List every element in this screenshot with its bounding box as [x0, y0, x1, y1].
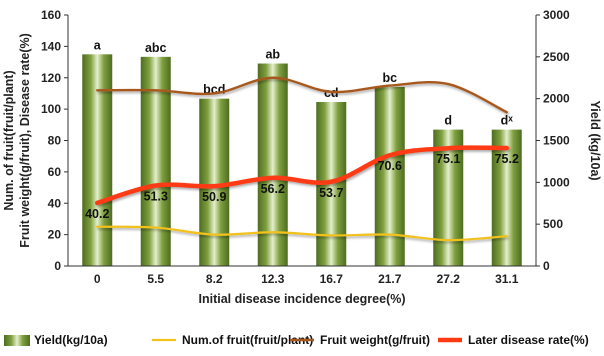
y-tick-label: 20	[48, 228, 62, 242]
significance-label: bc	[382, 71, 397, 85]
yield-bar	[491, 129, 522, 266]
yield-bar	[433, 129, 464, 266]
y-tick-label: 80	[48, 134, 62, 148]
legend-swatch-bar	[4, 335, 30, 346]
significance-label: d	[444, 114, 452, 128]
y-tick-label: 120	[41, 71, 61, 85]
y-tick-label: 40	[48, 196, 62, 210]
x-axis-title: Initial disease incidence degree(%)	[198, 292, 405, 306]
disease-rate-label: 70.6	[378, 159, 402, 173]
x-tick-label: 5.5	[147, 272, 164, 286]
y2-axis-title: Yield (kg/10a)	[588, 100, 602, 180]
yield-bar	[257, 63, 288, 266]
y-tick-label: 60	[48, 165, 62, 179]
y-tick-label: 100	[41, 102, 61, 116]
y2-tick-label: 1000	[543, 175, 570, 189]
significance-label: ab	[265, 48, 280, 62]
y2-tick-label: 2000	[543, 92, 570, 106]
disease-rate-label: 75.1	[436, 152, 460, 166]
significance-label: abc	[145, 41, 167, 55]
legend-item: Num.of fruit(fruit/plant)	[152, 333, 313, 347]
yield-bar	[82, 54, 113, 266]
y-axis-title-line2: Fruit weight(g/fruit), Disease rate(%)	[18, 33, 32, 248]
legend-item: Later disease rate(%)	[438, 333, 589, 347]
legend-item: Fruit weight(g/fruit)	[290, 333, 430, 347]
axes: 0 20 40 60 80 100 120 140 160 0 500 1000 1500 2000 250…	[2, 8, 602, 306]
y2-tick-label: 1500	[543, 134, 570, 148]
disease-rate-label: 51.3	[144, 190, 168, 204]
y2-tick-label: 0	[543, 259, 550, 273]
x-tick-label: 31.1	[495, 272, 519, 286]
x-tick-label: 21.7	[378, 272, 402, 286]
legend-label: Later disease rate(%)	[468, 333, 589, 347]
disease-rate-label: 40.2	[85, 207, 109, 221]
y2-tick-label: 500	[543, 217, 563, 231]
fruit-weight-line	[96, 76, 508, 114]
x-tick-label: 0	[94, 272, 101, 286]
disease-rate-label: 53.7	[319, 186, 343, 200]
x-tick-label: 16.7	[320, 272, 344, 286]
disease-rate-label: 75.2	[495, 152, 519, 166]
y-tick-label: 160	[41, 8, 61, 22]
y-axis-title-line1: Num. of fruit(fruit/plant)	[2, 70, 16, 210]
y2-tick-label: 2500	[543, 50, 570, 64]
yield-bar	[140, 56, 171, 267]
yield-bar	[199, 98, 230, 267]
x-tick-label: 8.2	[206, 272, 223, 286]
significance-label: a	[94, 38, 102, 52]
significance-label: dˣ	[501, 114, 514, 128]
x-tick-label: 27.2	[437, 272, 461, 286]
yield-bar	[374, 86, 405, 266]
disease-rate-line	[95, 145, 509, 206]
disease-rate-label: 50.9	[202, 190, 226, 204]
legend-label: Num.of fruit(fruit/plant)	[182, 333, 313, 347]
legend-item: Yield(kg/10a)	[4, 333, 108, 347]
legend: Yield(kg/10a) Num.of fruit(fruit/plant) Fr…	[4, 333, 589, 347]
y-tick-label: 0	[54, 259, 61, 273]
y2-tick-label: 3000	[543, 8, 570, 22]
legend-label: Fruit weight(g/fruit)	[320, 333, 430, 347]
fruit-count-line	[96, 225, 508, 242]
legend-label: Yield(kg/10a)	[34, 333, 108, 347]
disease-rate-label: 56.2	[261, 182, 285, 196]
x-tick-label: 12.3	[261, 272, 285, 286]
y-tick-label: 140	[41, 39, 61, 53]
